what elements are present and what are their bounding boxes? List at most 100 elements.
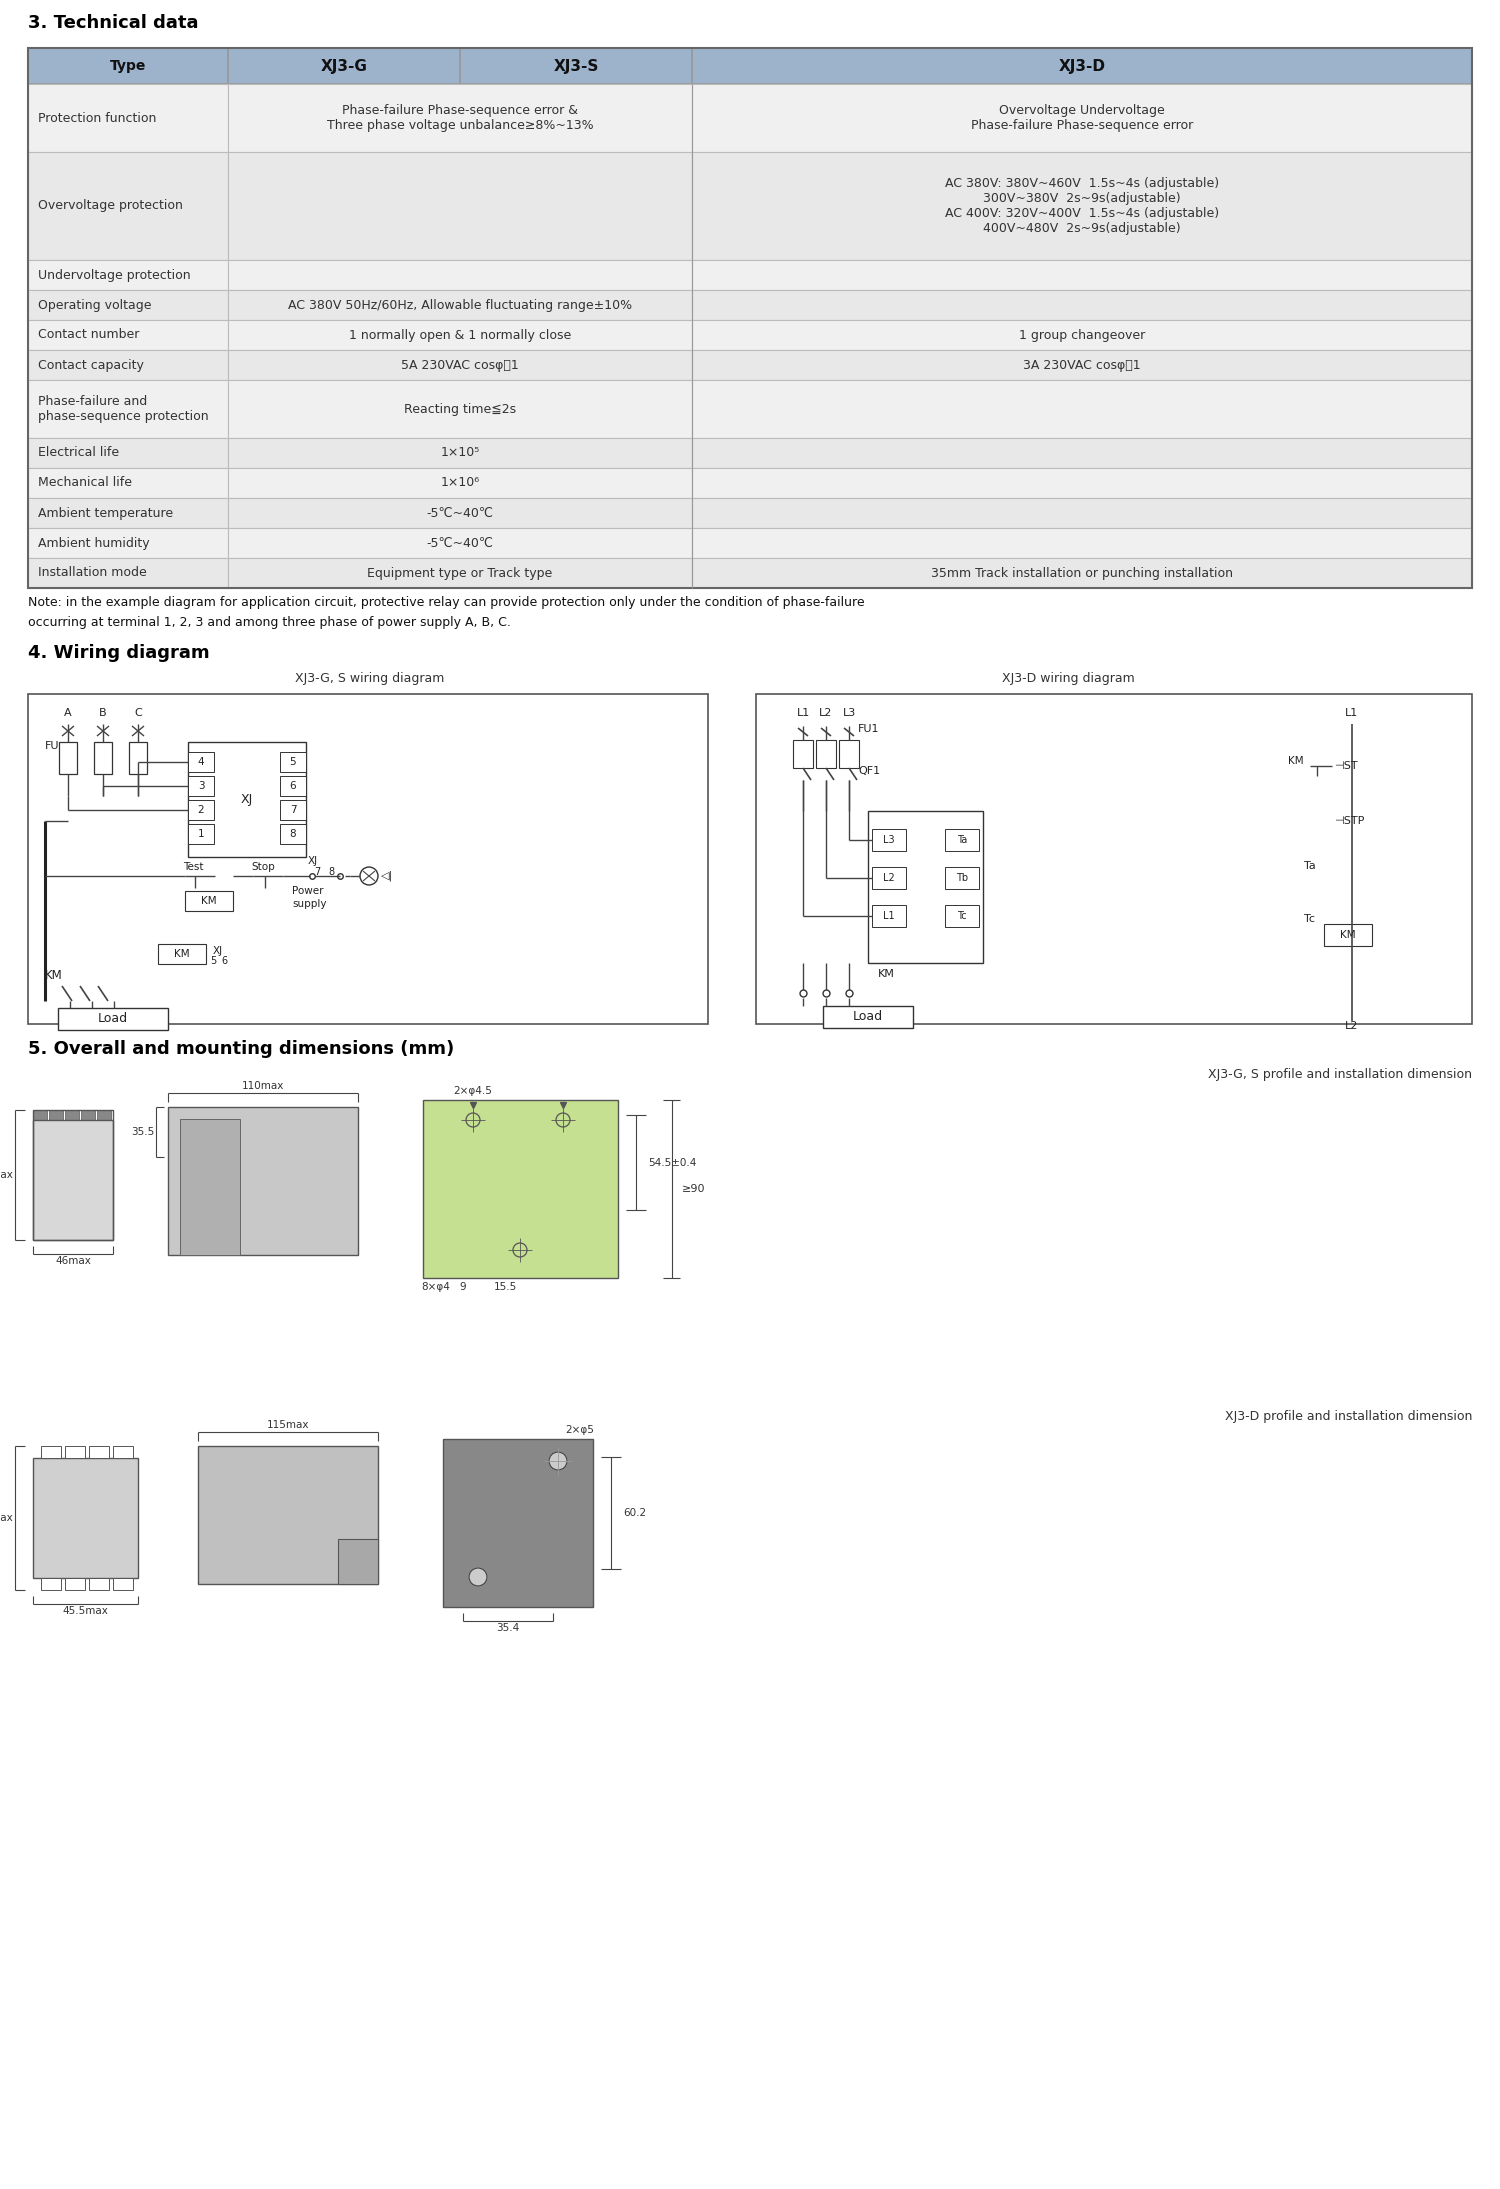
Text: supply: supply: [292, 900, 327, 908]
Text: 1 group changeover: 1 group changeover: [1019, 328, 1144, 341]
Bar: [28, 499, 228, 528]
Bar: [423, 1101, 618, 1278]
Text: Electrical life: Electrical life: [38, 447, 118, 460]
Text: Undervoltage protection: Undervoltage protection: [38, 269, 190, 282]
Text: Tc: Tc: [957, 911, 968, 922]
Text: XJ3-D profile and installation dimension: XJ3-D profile and installation dimension: [1224, 1410, 1472, 1423]
Bar: [871, 867, 906, 889]
Text: 35mm Track installation or punching installation: 35mm Track installation or punching inst…: [932, 567, 1233, 580]
Circle shape: [549, 1451, 567, 1471]
Bar: [228, 381, 692, 438]
Bar: [692, 48, 1472, 83]
Text: AC 380V 50Hz/60Hz, Allowable fluctuating range±10%: AC 380V 50Hz/60Hz, Allowable fluctuating…: [288, 298, 632, 311]
Text: XJ: XJ: [308, 856, 318, 867]
Bar: [168, 1108, 358, 1254]
Text: Note: in the example diagram for application circuit, protective relay can provi: Note: in the example diagram for applica…: [28, 595, 864, 609]
Text: 70.5max: 70.5max: [0, 1513, 13, 1524]
Bar: [158, 943, 206, 963]
Text: 1 normally open & 1 normally close: 1 normally open & 1 normally close: [350, 328, 572, 341]
Text: 8×φ4: 8×φ4: [422, 1283, 450, 1292]
Text: KM: KM: [1288, 755, 1304, 766]
Bar: [228, 151, 692, 260]
Text: 1: 1: [198, 830, 204, 838]
Bar: [28, 48, 1472, 589]
Text: A: A: [64, 707, 72, 718]
Bar: [28, 350, 228, 381]
Bar: [692, 558, 1472, 589]
Bar: [129, 742, 147, 775]
Bar: [945, 830, 980, 852]
Text: Contact number: Contact number: [38, 328, 140, 341]
Text: KM: KM: [878, 970, 896, 978]
Bar: [228, 468, 692, 499]
Text: 5: 5: [210, 957, 216, 965]
Text: 5: 5: [290, 757, 297, 766]
Bar: [58, 742, 76, 775]
Bar: [280, 775, 306, 797]
Text: 45.5max: 45.5max: [63, 1607, 108, 1615]
Text: L1: L1: [1346, 707, 1359, 718]
Text: ◁|: ◁|: [381, 871, 393, 882]
Text: L2: L2: [884, 873, 896, 882]
Text: Tc: Tc: [1304, 915, 1316, 924]
Text: Tb: Tb: [956, 873, 968, 882]
Bar: [692, 468, 1472, 499]
Bar: [460, 48, 692, 83]
Bar: [188, 753, 214, 773]
Bar: [40, 1447, 62, 1458]
Bar: [280, 799, 306, 821]
Bar: [839, 740, 860, 768]
Text: Phase-failure and
phase-sequence protection: Phase-failure and phase-sequence protect…: [38, 394, 209, 422]
Bar: [756, 694, 1472, 1024]
Text: L1: L1: [796, 707, 810, 718]
Text: 7: 7: [314, 867, 321, 878]
Text: XJ3-D wiring diagram: XJ3-D wiring diagram: [1002, 672, 1136, 685]
Bar: [692, 381, 1472, 438]
Bar: [184, 891, 232, 911]
Text: 35.5: 35.5: [130, 1127, 154, 1136]
Bar: [228, 350, 692, 381]
Text: Protection function: Protection function: [38, 112, 156, 125]
Bar: [81, 1110, 94, 1121]
Bar: [794, 740, 813, 768]
Text: 5A 230VAC cosφ＝1: 5A 230VAC cosφ＝1: [400, 359, 519, 372]
Text: L2: L2: [819, 707, 833, 718]
Text: Installation mode: Installation mode: [38, 567, 147, 580]
Text: XJ3-D: XJ3-D: [1059, 59, 1106, 74]
Text: 3. Technical data: 3. Technical data: [28, 13, 198, 33]
Text: FU1: FU1: [858, 725, 879, 733]
Text: 4. Wiring diagram: 4. Wiring diagram: [28, 644, 210, 661]
Text: -5℃~40℃: -5℃~40℃: [426, 506, 494, 519]
Text: 3: 3: [198, 781, 204, 790]
Bar: [58, 1007, 168, 1031]
Text: Power: Power: [292, 887, 324, 895]
Text: 15.5: 15.5: [494, 1283, 516, 1292]
Bar: [692, 151, 1472, 260]
Bar: [28, 83, 228, 151]
Bar: [33, 1110, 112, 1239]
Text: Test: Test: [183, 862, 204, 871]
Bar: [94, 742, 112, 775]
Text: L3: L3: [843, 707, 855, 718]
Text: XJ3-G, S profile and installation dimension: XJ3-G, S profile and installation dimens…: [1208, 1068, 1472, 1081]
Bar: [228, 499, 692, 528]
Bar: [28, 438, 228, 468]
Bar: [442, 1438, 592, 1607]
Text: B: B: [99, 707, 106, 718]
Text: ⊣STP: ⊣STP: [1334, 816, 1365, 825]
Bar: [338, 1539, 378, 1585]
Text: 6: 6: [220, 957, 226, 965]
Bar: [28, 151, 228, 260]
Text: 8: 8: [290, 830, 297, 838]
Bar: [228, 48, 460, 83]
Bar: [28, 381, 228, 438]
Bar: [88, 1578, 110, 1589]
Text: 2×φ4.5: 2×φ4.5: [453, 1086, 492, 1097]
Text: FU: FU: [45, 742, 60, 751]
Text: AC 380V: 380V~460V  1.5s~4s (adjustable)
300V~380V  2s~9s(adjustable)
AC 400V: 3: AC 380V: 380V~460V 1.5s~4s (adjustable) …: [945, 177, 1220, 234]
Text: 5. Overall and mounting dimensions (mm): 5. Overall and mounting dimensions (mm): [28, 1040, 454, 1057]
Text: Load: Load: [98, 1014, 128, 1024]
Text: 54.5±0.4: 54.5±0.4: [648, 1158, 696, 1167]
Text: 9: 9: [459, 1283, 466, 1292]
Text: 7: 7: [290, 806, 297, 814]
